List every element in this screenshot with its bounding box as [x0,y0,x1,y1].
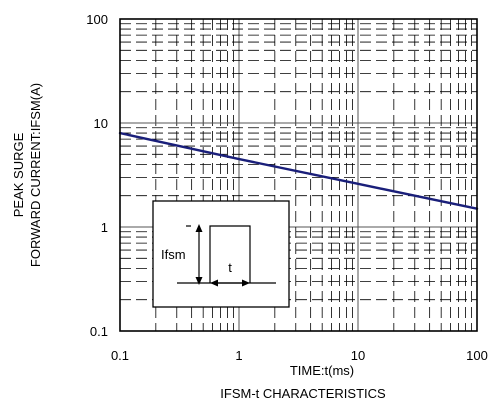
y-tick-label: 100 [86,12,108,27]
inset-t-label: t [228,260,232,275]
pulse-diagram-inset: Ifsm t [152,200,290,308]
x-tick-label: 0.1 [111,348,129,363]
y-tick-label: 10 [94,116,108,131]
y-axis-label-line1: PEAK SURGE [11,132,26,217]
x-axis-label: TIME:t(ms) [290,363,354,378]
y-axis-label-line2: FORWARD CURRENT:IFSM(A) [28,83,43,267]
inset-frame [152,200,290,308]
chart-title: IFSM-t CHARACTERISTICS [220,386,386,401]
series-layer [118,131,479,210]
inset-ifsm-label: Ifsm [161,247,186,262]
inset-pulse [209,225,251,283]
x-tick-label: 100 [466,348,488,363]
plot-frame [119,18,478,332]
inset-t-arrowhead-left [210,279,218,287]
inset-ifsm-arrowhead-down [195,277,203,285]
y-tick-label: 0.1 [90,324,108,339]
x-tick-label: 10 [351,348,365,363]
y-tick-label: 1 [101,220,108,235]
tick-labels: 0.1 1 10 100 0.1 1 10 100 [86,12,488,363]
inset-t-arrowhead-right [242,279,250,287]
inset-ifsm-arrowhead-up [195,224,203,232]
surge-current-series-line [118,131,479,210]
x-tick-label: 1 [235,348,242,363]
